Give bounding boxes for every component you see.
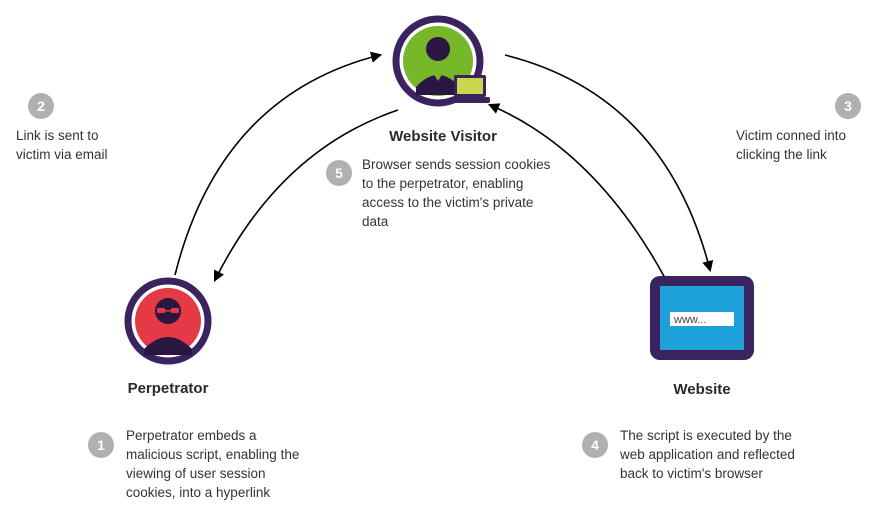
node-perpetrator: Perpetrator: [113, 275, 223, 397]
step-1-badge: 1: [88, 432, 114, 458]
step-4-text: The script is executed by the web applic…: [620, 427, 795, 484]
visitor-icon: [388, 15, 498, 120]
visitor-label: Website Visitor: [378, 128, 508, 145]
step-3-text: Victim conned into clicking the link: [736, 127, 871, 165]
perpetrator-icon: [122, 275, 214, 372]
step-5-text: Browser sends session cookies to the per…: [362, 156, 557, 232]
node-visitor: Website Visitor: [378, 15, 508, 145]
step-2-badge: 2: [28, 93, 54, 119]
step-1-text: Perpetrator embeds a malicious script, e…: [126, 427, 311, 503]
step-5-badge: 5: [326, 160, 352, 186]
perpetrator-label: Perpetrator: [113, 380, 223, 397]
url-bar-text: www...: [673, 314, 706, 326]
step-4-badge: 4: [582, 432, 608, 458]
step-3-badge: 3: [835, 93, 861, 119]
node-website: www... Website: [642, 270, 762, 398]
step-2-text: Link is sent to victim via email: [16, 127, 136, 165]
website-icon: www...: [644, 270, 760, 373]
website-label: Website: [642, 381, 762, 398]
